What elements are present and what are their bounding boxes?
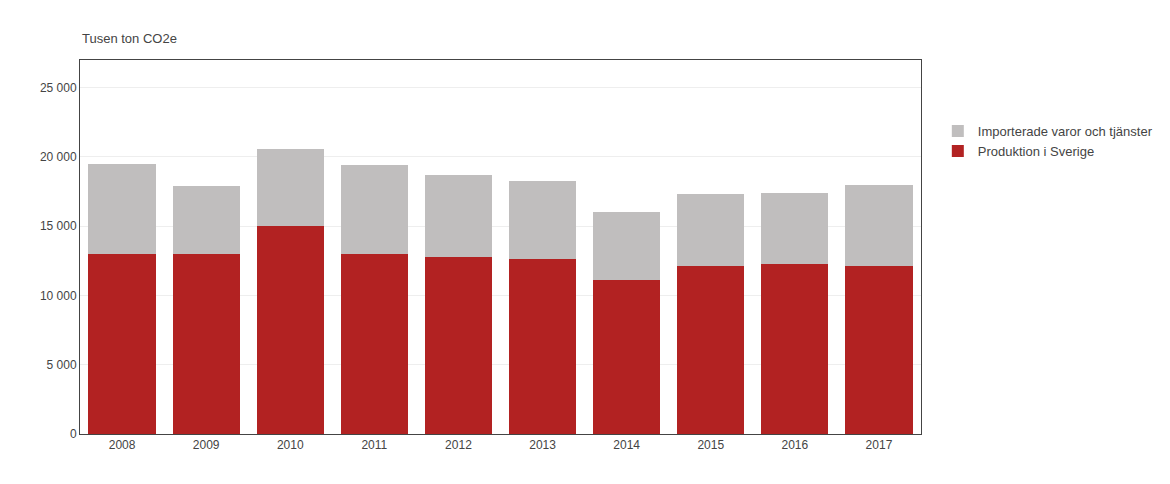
svg-text:2015: 2015 bbox=[697, 438, 724, 452]
svg-text:Importerade varor och tjänster: Importerade varor och tjänster bbox=[978, 124, 1153, 139]
svg-text:2009: 2009 bbox=[193, 438, 220, 452]
svg-text:0: 0 bbox=[70, 427, 77, 441]
svg-text:2017: 2017 bbox=[866, 438, 893, 452]
svg-text:2014: 2014 bbox=[613, 438, 640, 452]
svg-text:2011: 2011 bbox=[361, 438, 387, 452]
svg-text:2016: 2016 bbox=[781, 438, 808, 452]
svg-text:20 000: 20 000 bbox=[40, 150, 77, 164]
svg-text:10 000: 10 000 bbox=[40, 289, 77, 303]
svg-text:5 000: 5 000 bbox=[47, 358, 77, 372]
svg-text:15 000: 15 000 bbox=[40, 219, 77, 233]
svg-text:2008: 2008 bbox=[109, 438, 136, 452]
svg-text:Tusen ton CO2e: Tusen ton CO2e bbox=[82, 31, 177, 46]
svg-text:2010: 2010 bbox=[277, 438, 304, 452]
svg-text:2012: 2012 bbox=[445, 438, 472, 452]
svg-text:2013: 2013 bbox=[529, 438, 556, 452]
svg-text:25 000: 25 000 bbox=[40, 81, 77, 95]
svg-text:Produktion i Sverige: Produktion i Sverige bbox=[978, 144, 1094, 159]
